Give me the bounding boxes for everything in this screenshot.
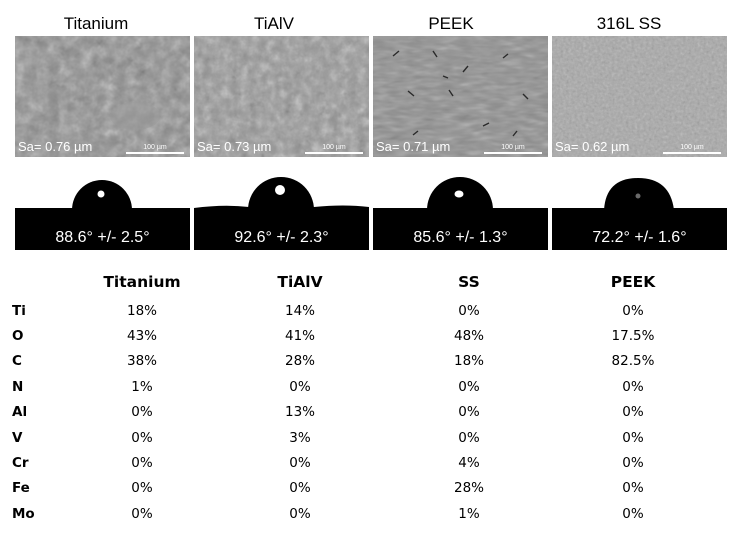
table-cell: 0%	[289, 505, 311, 522]
table-row: Fe 0% 0% 28% 0%	[8, 476, 718, 501]
sem-image-tialv: Sa= 0.73 µm 100 µm	[194, 36, 369, 157]
table-cell: 0%	[131, 429, 153, 446]
table-cell: 0%	[458, 378, 480, 395]
table-cell: 0%	[289, 480, 311, 497]
table-cell: 0%	[289, 378, 311, 395]
element-label: C	[12, 353, 22, 370]
table-row: N 1% 0% 0% 0%	[8, 374, 718, 399]
scale-bar: 100 µm	[484, 144, 542, 154]
table-cell: 0%	[622, 429, 644, 446]
table-cell: 0%	[622, 378, 644, 395]
contact-angle-image-titanium: 88.6° +/- 2.5°	[15, 168, 190, 250]
table-cell: 38%	[126, 353, 157, 370]
table-cell: 0%	[131, 455, 153, 472]
table-cell: 41%	[284, 328, 315, 345]
table-header-row: Titanium TiAlV SS PEEK	[8, 266, 718, 298]
contact-angle-image-316l-ss: 72.2° +/- 1.6°	[552, 168, 727, 250]
table-cell: 0%	[458, 429, 480, 446]
table-cell: 1%	[458, 505, 480, 522]
table-cell: 82.5%	[611, 353, 655, 370]
element-label: Ti	[12, 302, 26, 319]
scale-bar: 100 µm	[305, 144, 363, 154]
table-cell: 0%	[622, 455, 644, 472]
table-cell: 17.5%	[611, 328, 655, 345]
header-tialv: TiAlV	[277, 273, 323, 291]
table-cell: 0%	[131, 404, 153, 421]
table-cell: 0%	[622, 480, 644, 497]
element-label: O	[12, 328, 24, 345]
table-row: Ti 18% 14% 0% 0%	[8, 298, 718, 323]
table-cell: 0%	[131, 480, 153, 497]
element-label: Fe	[12, 480, 30, 497]
element-label: N	[12, 378, 24, 395]
table-cell: 0%	[622, 505, 644, 522]
sem-image-titanium: Sa= 0.76 µm 100 µm	[15, 36, 190, 157]
contact-angle-value: 92.6° +/- 2.3°	[234, 229, 329, 246]
sem-image-peek: Sa= 0.71 µm 100 µm	[373, 36, 548, 157]
table-cell: 0%	[131, 505, 153, 522]
table-row: Mo 0% 0% 1% 0%	[8, 501, 718, 526]
table-cell: 18%	[453, 353, 484, 370]
title-peek: PEEK	[428, 14, 474, 33]
table-row: V 0% 3% 0% 0%	[8, 425, 718, 450]
table-cell: 28%	[284, 353, 315, 370]
element-label: Cr	[12, 455, 29, 472]
table-cell: 0%	[458, 302, 480, 319]
table-row: O 43% 41% 48% 17.5%	[8, 323, 718, 348]
header-peek: PEEK	[610, 273, 656, 291]
composition-table: Titanium TiAlV SS PEEK Ti 18% 14% 0% 0% …	[8, 266, 718, 527]
header-ss: SS	[458, 273, 480, 291]
contact-angle-value: 72.2° +/- 1.6°	[592, 229, 687, 246]
roughness-label: Sa= 0.71 µm	[376, 139, 451, 154]
contact-angle-value: 88.6° +/- 2.5°	[55, 229, 150, 246]
table-cell: 3%	[289, 429, 311, 446]
table-cell: 0%	[458, 404, 480, 421]
title-titanium: Titanium	[63, 14, 129, 33]
table-row: Cr 0% 0% 4% 0%	[8, 450, 718, 475]
table-cell: 1%	[131, 378, 153, 395]
element-label: Al	[12, 404, 28, 421]
roughness-label: Sa= 0.62 µm	[555, 139, 630, 154]
table-cell: 0%	[622, 404, 644, 421]
table-row: Al 0% 13% 0% 0%	[8, 400, 718, 425]
header-element	[8, 266, 74, 298]
scale-bar: 100 µm	[663, 144, 721, 154]
header-titanium: Titanium	[103, 273, 181, 291]
table-cell: 28%	[453, 480, 484, 497]
roughness-label: Sa= 0.76 µm	[18, 139, 93, 154]
table-cell: 0%	[289, 455, 311, 472]
table-row: C 38% 28% 18% 82.5%	[8, 349, 718, 374]
scale-bar: 100 µm	[126, 144, 184, 154]
title-tialv: TiAlV	[254, 14, 294, 33]
table-cell: 14%	[284, 302, 315, 319]
table-cell: 13%	[284, 404, 315, 421]
element-label: Mo	[12, 505, 35, 522]
table-cell: 0%	[622, 302, 644, 319]
element-label: V	[12, 429, 23, 446]
title-316l-ss: 316L SS	[596, 14, 662, 33]
table-cell: 18%	[126, 302, 157, 319]
contact-angle-image-peek: 85.6° +/- 1.3°	[373, 168, 548, 250]
sem-image-316l-ss: Sa= 0.62 µm 100 µm	[552, 36, 727, 157]
table-cell: 4%	[458, 455, 480, 472]
table-cell: 43%	[126, 328, 157, 345]
table-cell: 48%	[453, 328, 484, 345]
roughness-label: Sa= 0.73 µm	[197, 139, 272, 154]
contact-angle-image-tialv: 92.6° +/- 2.3°	[194, 168, 369, 250]
contact-angle-value: 85.6° +/- 1.3°	[413, 229, 508, 246]
